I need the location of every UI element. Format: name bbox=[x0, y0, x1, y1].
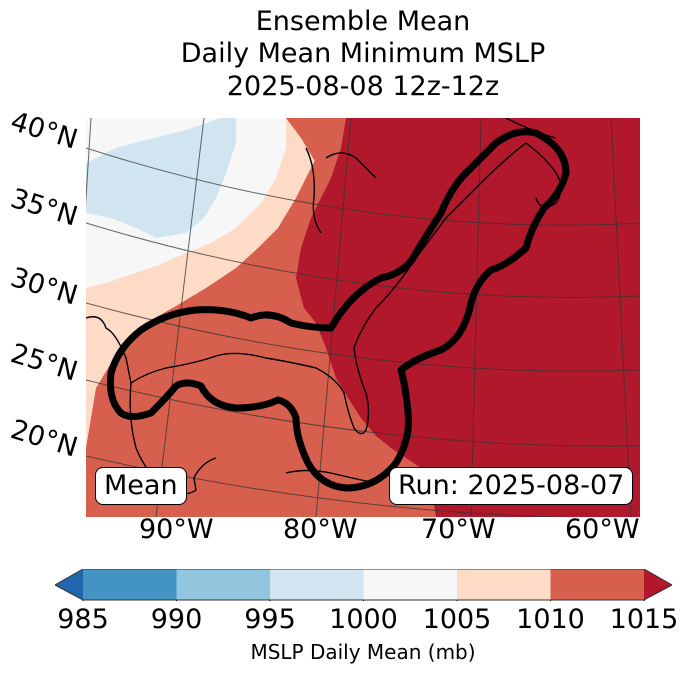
coastline-great-lakes bbox=[305, 147, 377, 234]
graticule-lat-30 bbox=[86, 302, 640, 372]
lat-label-25n: 25°N bbox=[6, 338, 82, 388]
lat-label-30n: 30°N bbox=[6, 262, 82, 312]
colorbar-tick-label: 985 bbox=[57, 604, 109, 635]
lon-label-80w: 80°W bbox=[283, 514, 358, 545]
lon-label-70w: 70°W bbox=[421, 514, 496, 545]
title-line-2: Daily Mean Minimum MSLP bbox=[180, 38, 546, 69]
lat-label-40n: 40°N bbox=[6, 106, 82, 156]
colorbar-tick-label: 995 bbox=[244, 604, 296, 635]
coastlines bbox=[86, 118, 562, 495]
mslp-field bbox=[86, 118, 640, 517]
graticule-lon-60 bbox=[610, 118, 632, 517]
colorbar-segment-995-1000 bbox=[270, 569, 364, 600]
colorbar bbox=[55, 569, 672, 601]
colorbar-tick-label: 1015 bbox=[609, 604, 679, 635]
lat-label-20n: 20°N bbox=[6, 414, 82, 464]
graticule-lat-35 bbox=[86, 222, 640, 298]
field-995-1000 bbox=[86, 118, 236, 238]
run-date-label-box: Run: 2025-08-07 bbox=[389, 467, 634, 505]
lon-label-90w: 90°W bbox=[139, 514, 214, 545]
colorbar-segment-990-995 bbox=[176, 569, 271, 600]
coastline-us-gulf-east bbox=[86, 142, 527, 435]
title-line-1: Ensemble Mean bbox=[255, 6, 471, 37]
coastline-cuba bbox=[285, 469, 377, 484]
colorbar-tick-label: 1010 bbox=[516, 604, 585, 635]
graticule-lat-40 bbox=[86, 147, 640, 226]
graticule-lon-100 bbox=[86, 118, 92, 206]
colorbar-segment-1005-1010 bbox=[457, 569, 551, 600]
colorbar-label: MSLP Daily Mean (mb) bbox=[250, 640, 476, 664]
colorbar-segment-1010-1015 bbox=[550, 569, 645, 600]
colorbar-tick-label: 1000 bbox=[329, 604, 398, 635]
lat-label-35n: 35°N bbox=[6, 183, 82, 233]
map-panel: Mean Run: 2025-08-07 bbox=[86, 118, 640, 517]
colorbar-tick-label: 990 bbox=[150, 604, 203, 635]
colorbar-tick-label: 1005 bbox=[422, 604, 492, 635]
colorbar-extend-under bbox=[55, 569, 83, 600]
lon-label-60w: 60°W bbox=[565, 514, 640, 545]
title-line-3: 2025-08-08 12z-12z bbox=[226, 71, 500, 102]
colorbar-segment-1000-1005 bbox=[363, 569, 458, 600]
graticule-lon-90 bbox=[155, 118, 205, 517]
contour-outline bbox=[107, 128, 570, 492]
mean-label-box: Mean bbox=[95, 467, 187, 505]
colorbar-segment-985-990 bbox=[83, 569, 177, 600]
colorbar-extend-over bbox=[644, 569, 672, 600]
